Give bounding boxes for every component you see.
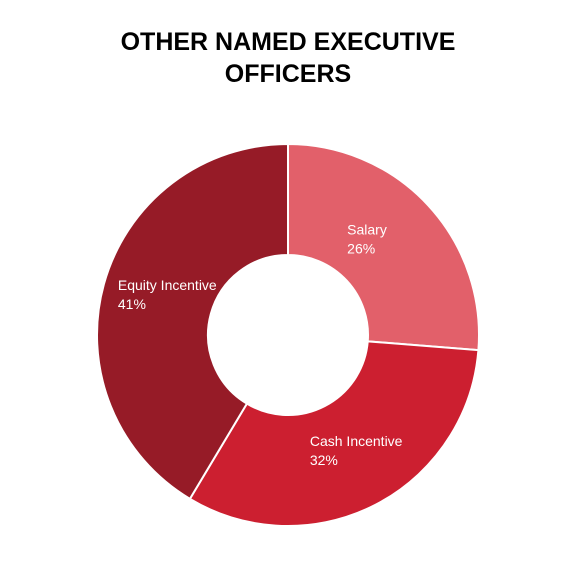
donut-slice [287, 142, 480, 352]
slice-label: Equity Incentive [118, 277, 217, 293]
slice-value-label: 32% [310, 452, 338, 468]
donut-slice [188, 340, 480, 527]
slice-value-label: 26% [347, 240, 375, 256]
slice-value-label: 41% [118, 296, 146, 312]
slice-label: Salary [347, 221, 387, 237]
chart-title: OTHER NAMED EXECUTIVE OFFICERS [120, 28, 456, 88]
donut-slice [96, 142, 289, 501]
slice-label: Cash Incentive [310, 433, 403, 449]
